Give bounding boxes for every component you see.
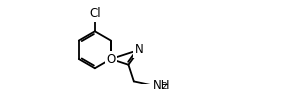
Text: Cl: Cl (89, 7, 101, 20)
Text: N: N (135, 43, 144, 56)
Text: NH: NH (153, 79, 171, 92)
Text: 2: 2 (161, 82, 167, 91)
Text: O: O (106, 53, 115, 66)
